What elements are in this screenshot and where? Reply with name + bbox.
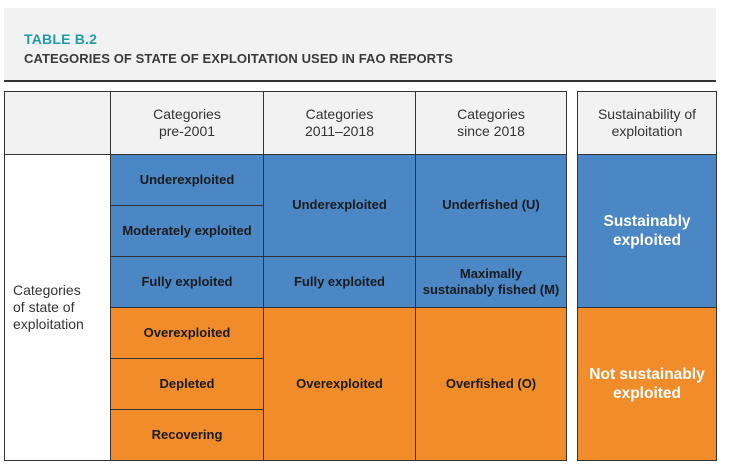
header-since2018: Categories since 2018 xyxy=(415,91,567,155)
y2011-overexploited: Overexploited xyxy=(263,307,416,461)
pre2001-overexploited-text: Overexploited xyxy=(143,324,231,340)
table-label: TABLE B.2 xyxy=(24,31,98,47)
y2011-fully-exploited-text: Fully exploited xyxy=(293,273,385,289)
pre2001-depleted: Depleted xyxy=(110,358,264,410)
pre2001-underexploited-text: Underexploited xyxy=(139,171,235,187)
header-2011-2018: Categories 2011–2018 xyxy=(263,91,416,155)
header-sustainability: Sustainability of exploitation xyxy=(577,91,717,155)
since2018-underfished: Underfished (U) xyxy=(415,154,567,257)
since2018-overfished-text: Overfished (O) xyxy=(445,375,537,391)
y2011-overexploited-text: Overexploited xyxy=(296,375,383,391)
since2018-underfished-text: Underfished (U) xyxy=(442,197,540,213)
pre2001-moderately-exploited-text: Moderately exploited xyxy=(122,222,252,238)
header-corner-cell xyxy=(4,91,111,155)
table-title: CATEGORIES OF STATE OF EXPLOITATION USED… xyxy=(24,51,453,66)
pre2001-underexploited: Underexploited xyxy=(110,154,264,206)
row-label-text: Categories of state of exploitation xyxy=(13,282,84,332)
header-since2018-text: Categories since 2018 xyxy=(457,106,525,139)
sustainability-not-sustainably-exploited: Not sustainably exploited xyxy=(577,307,717,461)
title-rule xyxy=(4,80,716,82)
not-sustainably-exploited-text: Not sustainably exploited xyxy=(589,365,705,402)
header-pre2001: Categories pre-2001 xyxy=(110,91,264,155)
pre2001-fully-exploited-text: Fully exploited xyxy=(141,273,233,289)
since2018-maximally-text: Maximally sustainably fished (M) xyxy=(422,265,560,297)
header-pre2001-text: Categories pre-2001 xyxy=(153,106,221,139)
y2011-underexploited-text: Underexploited xyxy=(292,197,387,213)
row-label-cell: Categories of state of exploitation xyxy=(4,154,111,461)
pre2001-fully-exploited: Fully exploited xyxy=(110,256,264,308)
y2011-fully-exploited: Fully exploited xyxy=(263,256,416,308)
header-sustainability-text: Sustainability of exploitation xyxy=(597,106,697,139)
sustainably-exploited-text: Sustainably exploited xyxy=(603,212,691,249)
pre2001-moderately-exploited: Moderately exploited xyxy=(110,205,264,257)
pre2001-recovering: Recovering xyxy=(110,409,264,461)
header-2011-2018-text: Categories 2011–2018 xyxy=(304,106,375,139)
pre2001-depleted-text: Depleted xyxy=(159,375,215,391)
pre2001-recovering-text: Recovering xyxy=(151,426,223,442)
y2011-underexploited: Underexploited xyxy=(263,154,416,257)
since2018-maximally-sustainably-fished: Maximally sustainably fished (M) xyxy=(415,256,567,308)
pre2001-overexploited: Overexploited xyxy=(110,307,264,359)
sustainability-sustainably-exploited: Sustainably exploited xyxy=(577,154,717,308)
title-band xyxy=(4,8,716,80)
since2018-overfished: Overfished (O) xyxy=(415,307,567,461)
